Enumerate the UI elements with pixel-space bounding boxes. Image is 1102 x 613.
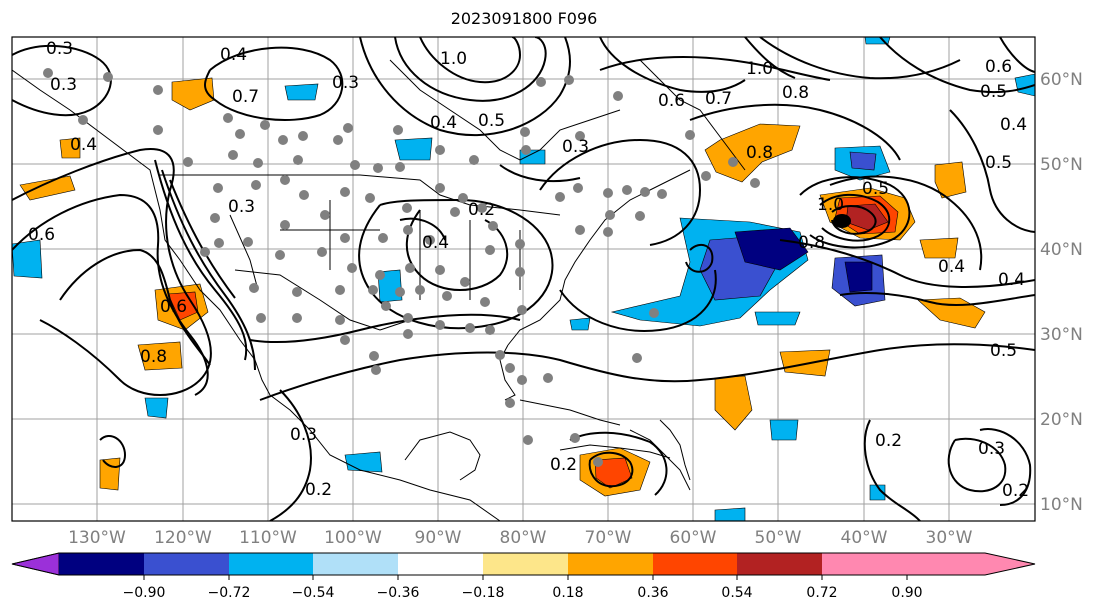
contour-label: 0.6 bbox=[985, 57, 1012, 77]
longitude-label: 90°W bbox=[415, 528, 462, 548]
contour-lines bbox=[12, 37, 1035, 521]
contour-label: 0.4 bbox=[1000, 115, 1027, 135]
colorbar-tick-label: 0.72 bbox=[806, 585, 837, 601]
station-dots bbox=[43, 68, 760, 467]
contour-label: 0.5 bbox=[980, 82, 1007, 102]
map-frame bbox=[11, 36, 1036, 522]
longitude-label: 60°W bbox=[670, 528, 717, 548]
longitude-axis: 130°W 120°W 110°W 100°W 90°W 80°W 70°W 6… bbox=[68, 528, 973, 548]
contour-label: 0.3 bbox=[46, 39, 73, 59]
contour-label: 0.3 bbox=[50, 75, 77, 95]
contour-labels: 0.3 0.4 0.7 0.3 0.4 1.0 0.5 0.6 0.7 1.0 … bbox=[28, 39, 1029, 501]
contour-label: 0.8 bbox=[798, 233, 825, 253]
colorbar-tick-label: 0.18 bbox=[552, 585, 583, 601]
contour-label: 0.7 bbox=[705, 89, 732, 109]
contour-label: 0.5 bbox=[990, 341, 1017, 361]
latitude-label: 10°N bbox=[1040, 495, 1083, 515]
contour-label: 0.4 bbox=[220, 45, 247, 65]
colorbar-seg-7 bbox=[568, 553, 653, 575]
contour-label: 1.0 bbox=[817, 195, 844, 215]
colorbar-seg-4 bbox=[313, 553, 398, 575]
contour-label: 0.2 bbox=[875, 431, 902, 451]
colorbar-seg-9 bbox=[737, 553, 822, 575]
longitude-label: 40°W bbox=[841, 528, 888, 548]
contour-label: 0.3 bbox=[332, 73, 359, 93]
latitude-label: 60°N bbox=[1040, 70, 1083, 90]
longitude-label: 120°W bbox=[154, 528, 212, 548]
contour-label: 0.4 bbox=[422, 233, 449, 253]
contour-label: 0.2 bbox=[550, 455, 577, 475]
colorbar-seg-6 bbox=[483, 553, 568, 575]
longitude-label: 80°W bbox=[500, 528, 547, 548]
low-center-marker bbox=[833, 214, 851, 228]
contour-label: 0.5 bbox=[478, 111, 505, 131]
contour-label: 0.3 bbox=[562, 137, 589, 157]
latitude-label: 30°N bbox=[1040, 325, 1083, 345]
contour-label: 0.4 bbox=[430, 113, 457, 133]
colorbar-tick-label: −0.36 bbox=[377, 585, 420, 601]
contour-label: 0.2 bbox=[305, 480, 332, 500]
contour-label: 0.3 bbox=[978, 439, 1005, 459]
colorbar-tick-label: −0.90 bbox=[123, 585, 166, 601]
colorbar-seg-5 bbox=[398, 553, 483, 575]
contour-label: 0.6 bbox=[658, 91, 685, 111]
colorbar-seg-10 bbox=[822, 553, 1035, 575]
colorbar: −0.90 −0.72 −0.54 −0.36 −0.18 0.18 0.36 … bbox=[11, 552, 1036, 601]
longitude-label: 70°W bbox=[585, 528, 632, 548]
colorbar-seg-2 bbox=[144, 553, 229, 575]
longitude-label: 110°W bbox=[239, 528, 297, 548]
colorbar-tick-label: −0.54 bbox=[292, 585, 335, 601]
colorbar-tick-label: 0.54 bbox=[721, 585, 752, 601]
contour-label: 0.3 bbox=[228, 197, 255, 217]
longitude-label: 130°W bbox=[68, 528, 126, 548]
longitude-label: 50°W bbox=[755, 528, 802, 548]
colorbar-tick-label: −0.18 bbox=[462, 585, 505, 601]
contour-label: 0.2 bbox=[1002, 481, 1029, 501]
colorbar-seg-3 bbox=[229, 553, 313, 575]
contour-label: 0.7 bbox=[232, 87, 259, 107]
latitude-label: 50°N bbox=[1040, 155, 1083, 175]
contour-label: 0.4 bbox=[70, 135, 97, 155]
map-title: 2023091800 F096 bbox=[450, 9, 598, 28]
contour-label: 1.0 bbox=[746, 59, 773, 79]
latitude-label: 40°N bbox=[1040, 240, 1083, 260]
contour-label: 0.4 bbox=[998, 270, 1025, 290]
contour-label: 0.8 bbox=[140, 347, 167, 367]
colorbar-seg-0 bbox=[11, 552, 60, 576]
colorbar-ticks bbox=[143, 575, 908, 580]
contour-label: 0.8 bbox=[746, 143, 773, 163]
colorbar-tick-label: 0.36 bbox=[637, 585, 668, 601]
longitude-label: 100°W bbox=[324, 528, 382, 548]
latitude-label: 20°N bbox=[1040, 410, 1083, 430]
colorbar-seg-1 bbox=[59, 553, 144, 575]
contour-label: 0.4 bbox=[938, 257, 965, 277]
contour-label: 0.6 bbox=[160, 297, 187, 317]
longitude-label: 30°W bbox=[926, 528, 973, 548]
contour-label: 0.8 bbox=[782, 83, 809, 103]
colorbar-outline bbox=[11, 552, 1036, 576]
colorbar-seg-8 bbox=[653, 553, 737, 575]
contour-label: 0.2 bbox=[468, 200, 495, 220]
contour-label: 1.0 bbox=[440, 49, 467, 69]
contour-label: 0.5 bbox=[862, 179, 889, 199]
colorbar-tick-label: 0.90 bbox=[891, 585, 922, 601]
colorbar-tick-label: −0.72 bbox=[208, 585, 251, 601]
contour-label: 0.3 bbox=[290, 425, 317, 445]
contour-label: 0.6 bbox=[28, 225, 55, 245]
latitude-axis: 60°N 50°N 40°N 30°N 20°N 10°N bbox=[1040, 70, 1083, 515]
contour-label: 0.5 bbox=[985, 153, 1012, 173]
